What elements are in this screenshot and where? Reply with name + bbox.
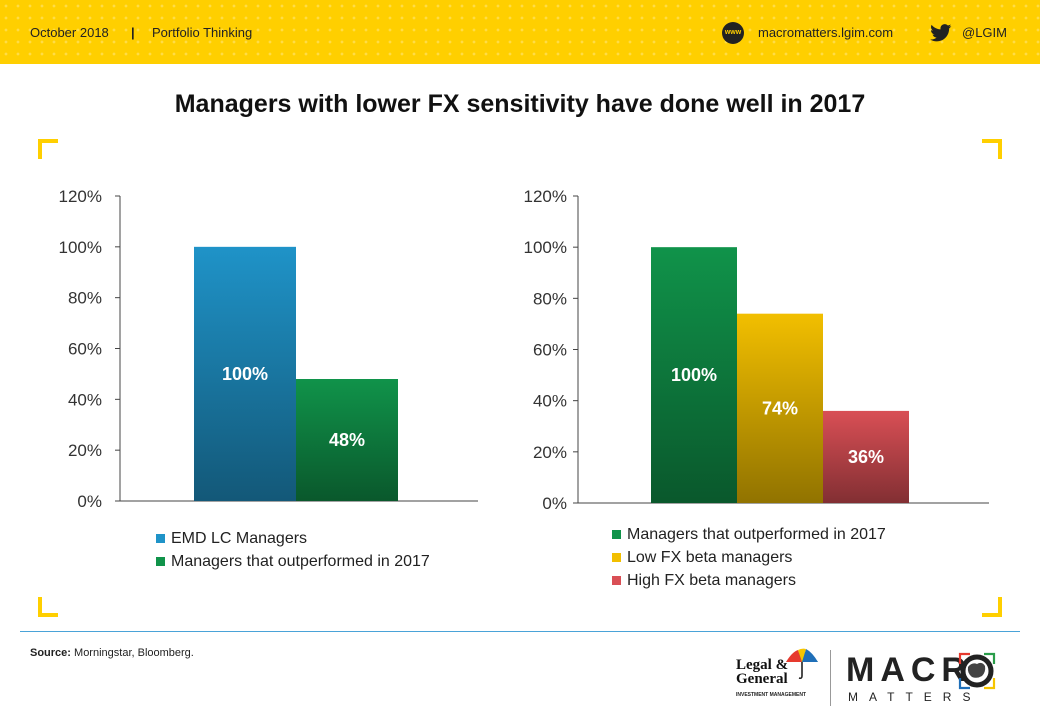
header-bar: October 2018 | Portfolio Thinking www ma…: [0, 0, 1040, 64]
legend-label: Managers that outperformed in 2017: [627, 525, 886, 543]
legend-item: Managers that outperformed in 2017: [612, 523, 886, 546]
header-section: Portfolio Thinking: [152, 25, 253, 40]
legend-item: High FX beta managers: [612, 569, 886, 592]
y-tick-label: 0%: [77, 492, 102, 511]
y-tick-label: 60%: [68, 340, 102, 359]
y-tick-label: 0%: [542, 494, 567, 513]
legend-label: Low FX beta managers: [627, 548, 793, 566]
legend-swatch: [612, 553, 621, 562]
legend-swatch: [612, 576, 621, 585]
bar-data-label: 36%: [848, 447, 884, 467]
header-separator: |: [131, 25, 135, 40]
bar: [194, 246, 296, 501]
macro-o-icon: [958, 652, 996, 690]
page-title: Managers with lower FX sensitivity have …: [174, 90, 866, 118]
twitter-handle-link[interactable]: @LGIM: [962, 25, 1007, 40]
header-date: October 2018: [30, 25, 109, 40]
y-tick-label: 40%: [533, 392, 567, 411]
bar: [651, 247, 737, 503]
legend-item: Managers that outperformed in 2017: [156, 550, 430, 573]
legend-swatch: [156, 557, 165, 566]
bar-data-label: 74%: [762, 398, 798, 418]
legend-right: Managers that outperformed in 2017 Low FX…: [612, 523, 886, 592]
bar-data-label: 100%: [671, 365, 717, 385]
bar: [823, 410, 909, 503]
legend-label: Managers that outperformed in 2017: [171, 552, 430, 570]
source-note: Source: Morningstar, Bloomberg.: [30, 647, 194, 659]
bar: [737, 313, 823, 503]
legal-general-logo: Legal & General INVESTMENT MANAGEMENT: [736, 646, 820, 706]
corner-bracket-bottom-right: [982, 597, 1002, 617]
legend-item: Low FX beta managers: [612, 546, 886, 569]
corner-bracket-top-left: [38, 139, 58, 159]
legend-label: High FX beta managers: [627, 571, 796, 589]
y-tick-label: 100%: [524, 238, 567, 257]
y-tick-label: 40%: [68, 390, 102, 409]
lg-name: Legal & General: [736, 657, 789, 687]
logo-divider: [830, 650, 831, 706]
bar: [296, 379, 398, 501]
y-tick-label: 120%: [524, 187, 567, 206]
source-label: Source:: [30, 647, 71, 659]
umbrella-logo-icon: [786, 648, 818, 680]
lg-subtitle: INVESTMENT MANAGEMENT: [736, 692, 806, 698]
corner-bracket-bottom-left: [38, 597, 58, 617]
y-tick-label: 20%: [533, 443, 567, 462]
footer-divider: [20, 631, 1020, 632]
legend-swatch: [612, 530, 621, 539]
bar-data-label: 100%: [222, 364, 268, 384]
lg-name-line1: Legal &: [736, 657, 789, 673]
www-icon[interactable]: www: [722, 22, 744, 44]
y-tick-label: 100%: [59, 238, 102, 257]
legend-swatch: [156, 534, 165, 543]
y-tick-label: 80%: [68, 289, 102, 308]
matters-wordmark: MATTERS: [848, 690, 982, 704]
bar-data-label: 48%: [329, 430, 365, 450]
source-text: Morningstar, Bloomberg.: [70, 647, 194, 659]
legend-item: EMD LC Managers: [156, 527, 430, 550]
header-url-link[interactable]: macromatters.lgim.com: [758, 25, 894, 40]
y-tick-label: 80%: [533, 289, 567, 308]
lg-name-line2: General: [736, 671, 788, 687]
y-tick-label: 20%: [68, 441, 102, 460]
corner-bracket-top-right: [982, 139, 1002, 159]
y-tick-label: 60%: [533, 341, 567, 360]
macro-wordmark: MACR: [846, 651, 972, 689]
y-tick-label: 120%: [59, 187, 102, 206]
twitter-icon[interactable]: [930, 24, 952, 42]
legend-left: EMD LC Managers Managers that outperforme…: [156, 527, 430, 573]
legend-label: EMD LC Managers: [171, 529, 308, 547]
